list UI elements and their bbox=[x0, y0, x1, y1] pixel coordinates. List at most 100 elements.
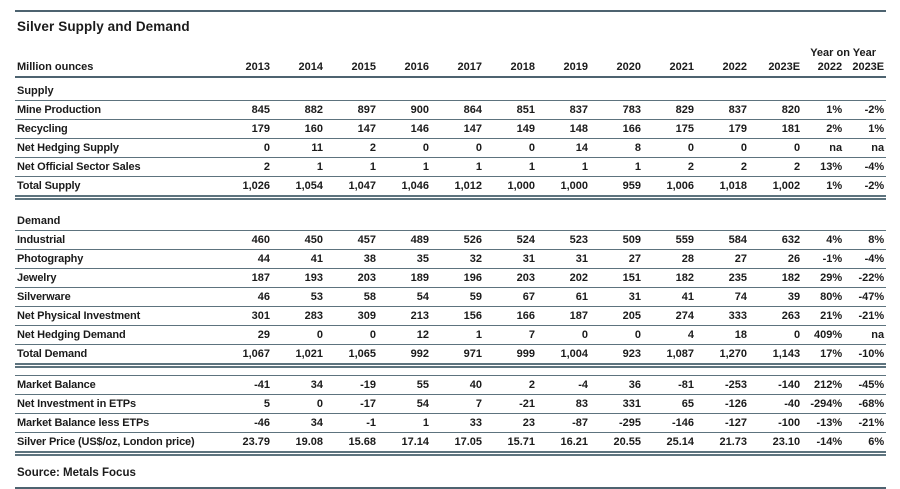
cell-value: 526 bbox=[431, 230, 484, 250]
cell-value: 193 bbox=[272, 268, 325, 288]
row-label: Total Demand bbox=[15, 344, 219, 368]
table-body: Supply Mine Production 845 882 897 900 864 851 8… bbox=[15, 77, 887, 456]
cell-value: 1,047 bbox=[325, 176, 378, 200]
cell-value: 23 bbox=[484, 413, 537, 433]
cell-value: 1,018 bbox=[696, 176, 749, 200]
cell-value: 1 bbox=[590, 157, 643, 177]
cell-value: 40 bbox=[431, 374, 484, 395]
cell-value: 41 bbox=[643, 287, 696, 307]
cell-value: 7 bbox=[484, 325, 537, 345]
cell-value: 1 bbox=[378, 413, 431, 433]
cell-value: 1,012 bbox=[431, 176, 484, 200]
cell-value: 15.71 bbox=[484, 432, 537, 456]
cell-value: 959 bbox=[590, 176, 643, 200]
cell-value: 0 bbox=[219, 138, 272, 158]
cell-value: 34 bbox=[272, 413, 325, 433]
row-label: Total Supply bbox=[15, 176, 219, 200]
cell-value: 28 bbox=[643, 249, 696, 269]
table-row: Silverware 46 53 58 54 59 67 61 31 41 74 39 80% -47% bbox=[15, 287, 887, 307]
summary-row: Net Investment in ETPs 5 0 -17 54 7 -21 83 331 65… bbox=[15, 394, 887, 414]
total-row: Total Demand 1,067 1,021 1,065 992 971 999 1,00… bbox=[15, 344, 887, 368]
cell-value: 0 bbox=[431, 138, 484, 158]
cell-value: 489 bbox=[378, 230, 431, 250]
cell-value: 17% bbox=[802, 344, 845, 368]
cell-value: 54 bbox=[378, 394, 431, 414]
cell-value: 17.14 bbox=[378, 432, 431, 456]
row-label: Photography bbox=[15, 249, 219, 269]
cell-value: 1,004 bbox=[537, 344, 590, 368]
row-label: Recycling bbox=[15, 119, 219, 139]
cell-value: 457 bbox=[325, 230, 378, 250]
cell-value: 34 bbox=[272, 374, 325, 395]
cell-value: 175 bbox=[643, 119, 696, 139]
cell-value: -4% bbox=[844, 249, 887, 269]
cell-value: 149 bbox=[484, 119, 537, 139]
report-page: Silver Supply and Demand Year on Year Mi… bbox=[15, 10, 887, 489]
cell-value: 897 bbox=[325, 100, 378, 120]
table-row: Jewelry 187 193 203 189 196 203 202 151 182 235 182… bbox=[15, 268, 887, 288]
cell-value: 1,002 bbox=[749, 176, 803, 200]
cell-value: 11 bbox=[272, 138, 325, 158]
cell-value: 1,046 bbox=[378, 176, 431, 200]
table-row: Net Physical Investment 301 283 309 213 156 16… bbox=[15, 306, 887, 326]
cell-value: -126 bbox=[696, 394, 749, 414]
cell-value: 1 bbox=[484, 157, 537, 177]
cell-value: 1 bbox=[537, 157, 590, 177]
cell-value: 59 bbox=[431, 287, 484, 307]
cell-value: 67 bbox=[484, 287, 537, 307]
cell-value: 1 bbox=[325, 157, 378, 177]
cell-value: -4 bbox=[537, 374, 590, 395]
cell-value: 2 bbox=[325, 138, 378, 158]
cell-value: 509 bbox=[590, 230, 643, 250]
cell-value: 283 bbox=[272, 306, 325, 326]
cell-value: -4% bbox=[844, 157, 887, 177]
cell-value: 46 bbox=[219, 287, 272, 307]
yoy-spacer bbox=[15, 47, 802, 60]
yoy-header-row: Year on Year bbox=[15, 47, 886, 60]
cell-value: 39 bbox=[749, 287, 803, 307]
year-header: 2015 bbox=[325, 60, 378, 78]
cell-value: 4% bbox=[802, 230, 845, 250]
cell-value: -19 bbox=[325, 374, 378, 395]
cell-value: 147 bbox=[325, 119, 378, 139]
cell-value: -1% bbox=[802, 249, 845, 269]
cell-value: 8 bbox=[590, 138, 643, 158]
cell-value: 900 bbox=[378, 100, 431, 120]
cell-value: 203 bbox=[325, 268, 378, 288]
year-header: 2017 bbox=[431, 60, 484, 78]
cell-value: -21 bbox=[484, 394, 537, 414]
cell-value: -21% bbox=[844, 306, 887, 326]
cell-value: 0 bbox=[325, 325, 378, 345]
cell-value: 1,021 bbox=[272, 344, 325, 368]
cell-value: 19.08 bbox=[272, 432, 325, 456]
cell-value: 29% bbox=[802, 268, 845, 288]
section-label: Demand bbox=[15, 207, 887, 231]
cell-value: -81 bbox=[643, 374, 696, 395]
year-header: 2020 bbox=[590, 60, 643, 78]
cell-value: na bbox=[844, 138, 887, 158]
cell-value: 1,270 bbox=[696, 344, 749, 368]
cell-value: -294% bbox=[802, 394, 845, 414]
cell-value: 0 bbox=[590, 325, 643, 345]
cell-value: 21.73 bbox=[696, 432, 749, 456]
cell-value: 179 bbox=[219, 119, 272, 139]
cell-value: 2 bbox=[749, 157, 803, 177]
cell-value: 2% bbox=[802, 119, 845, 139]
source-note: Source: Metals Focus bbox=[15, 456, 886, 489]
row-label: Net Hedging Supply bbox=[15, 138, 219, 158]
cell-value: 205 bbox=[590, 306, 643, 326]
cell-value: 202 bbox=[537, 268, 590, 288]
table-row: Photography 44 41 38 35 32 31 31 27 28 27 26 -1% -4% bbox=[15, 249, 887, 269]
cell-value: -46 bbox=[219, 413, 272, 433]
row-label: Net Hedging Demand bbox=[15, 325, 219, 345]
cell-value: 235 bbox=[696, 268, 749, 288]
cell-value: 36 bbox=[590, 374, 643, 395]
cell-value: 301 bbox=[219, 306, 272, 326]
cell-value: -146 bbox=[643, 413, 696, 433]
table-row: Mine Production 845 882 897 900 864 851 837 783 8… bbox=[15, 100, 887, 120]
cell-value: 1% bbox=[802, 100, 845, 120]
cell-value: 1 bbox=[272, 157, 325, 177]
cell-value: 450 bbox=[272, 230, 325, 250]
cell-value: 38 bbox=[325, 249, 378, 269]
table-row: Net Hedging Demand 29 0 0 12 1 7 0 0 4 18 0 409% na bbox=[15, 325, 887, 345]
